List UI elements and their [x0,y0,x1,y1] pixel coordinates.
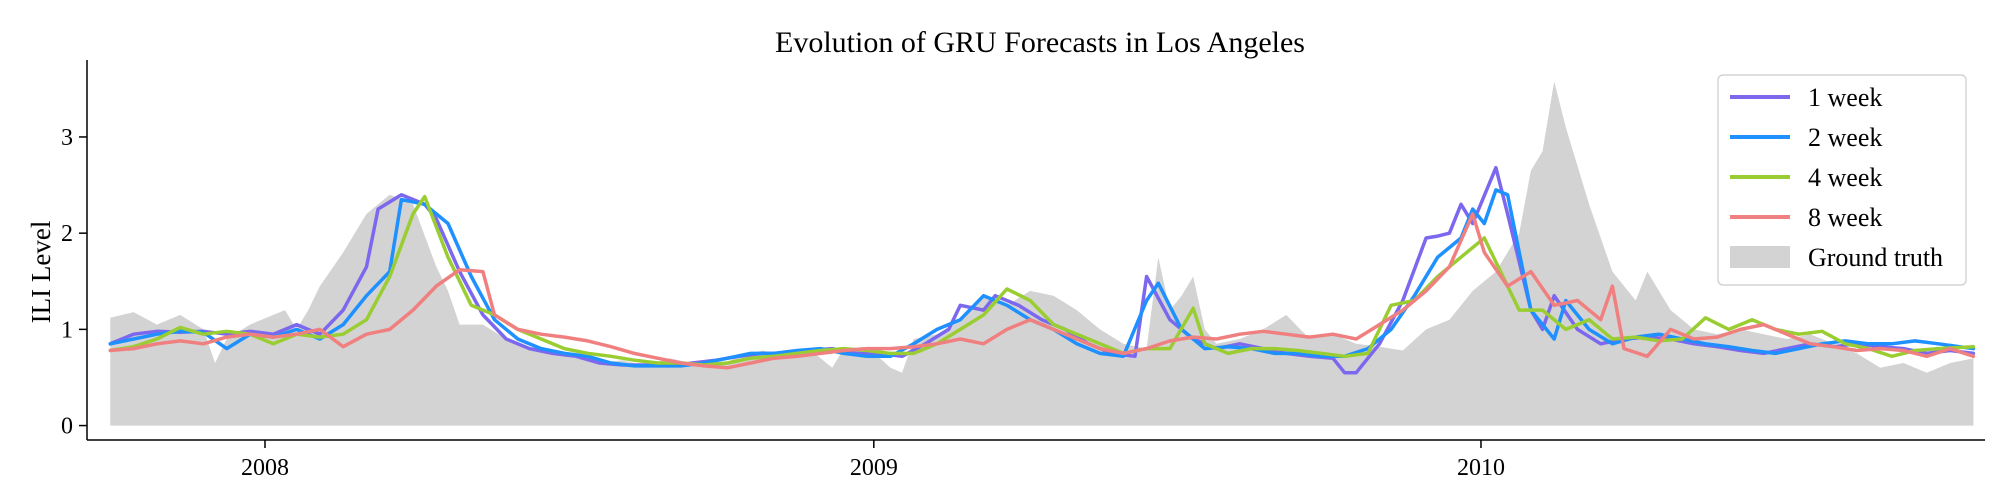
legend-label: Ground truth [1808,243,1943,272]
legend-label: 8 week [1808,203,1882,232]
legend-label: 4 week [1808,163,1882,192]
x-tick-label: 2010 [1457,455,1505,481]
ground-truth-area [110,81,1974,426]
axes: 0 1 2 3 2008 2009 2010 [61,60,1985,481]
x-tick-label: 2008 [241,455,289,481]
x-tick-label: 2009 [850,455,898,481]
y-tick-label: 3 [61,125,73,151]
plot-area [108,81,1976,426]
y-tick-label: 1 [61,317,73,343]
legend-label: 1 week [1808,83,1882,112]
series-line-3 [108,194,1976,367]
chart-title: Evolution of GRU Forecasts in Los Angele… [775,26,1305,59]
y-tick-label: 2 [61,221,73,247]
legend-frame [1717,74,1967,286]
y-tick-label: 0 [61,414,73,440]
y-axis-label: ILI Level [26,221,56,324]
series-line-4 [108,212,1976,370]
legend-swatch-ground-truth [1730,246,1790,268]
legend: 1 week 2 week 4 week 8 week Ground truth [1717,74,1967,286]
legend-label: 2 week [1808,123,1882,152]
